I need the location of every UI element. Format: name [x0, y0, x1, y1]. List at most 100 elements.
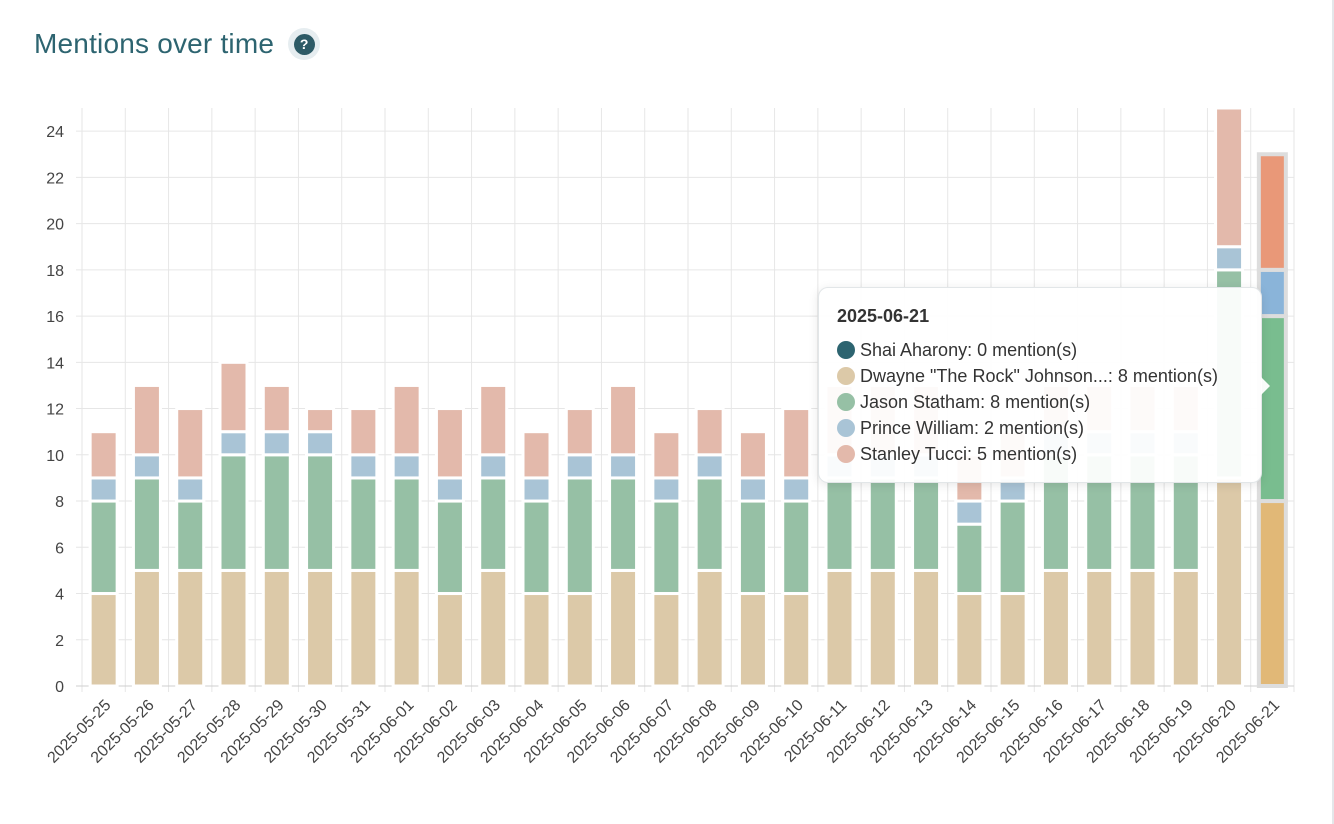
- bar-segment[interactable]: [997, 499, 1028, 596]
- bar-segment[interactable]: [305, 568, 336, 688]
- bar-segment[interactable]: [867, 476, 898, 572]
- bar-segment[interactable]: [88, 499, 119, 596]
- bar-segment[interactable]: [218, 568, 249, 688]
- bar-segment[interactable]: [348, 476, 379, 572]
- tooltip-title: 2025-06-21: [837, 306, 930, 326]
- bar-segment[interactable]: [391, 383, 422, 457]
- bar-segment[interactable]: [391, 568, 422, 688]
- bar-segment[interactable]: [391, 476, 422, 572]
- tooltip-row-stanley-tucci: Stanley Tucci: 5 mention(s): [837, 441, 1261, 467]
- bar-segment[interactable]: [434, 476, 465, 503]
- bar-segment[interactable]: [911, 568, 942, 688]
- bar-segment[interactable]: [391, 453, 422, 480]
- series-color-dot: [837, 341, 855, 359]
- bar-segment[interactable]: [478, 383, 509, 457]
- bar-segment[interactable]: [305, 407, 336, 434]
- help-icon[interactable]: ?: [288, 28, 321, 60]
- bar-segment[interactable]: [521, 476, 552, 503]
- bar-segment[interactable]: [564, 592, 595, 688]
- bar-segment[interactable]: [131, 568, 162, 688]
- bar-segment[interactable]: [218, 453, 249, 572]
- bar-segment[interactable]: [175, 407, 206, 480]
- bar-segment[interactable]: [694, 476, 725, 572]
- bar-segment[interactable]: [694, 568, 725, 688]
- bar-segment[interactable]: [781, 476, 812, 503]
- bar-segment[interactable]: [737, 592, 768, 688]
- bar-segment[interactable]: [694, 407, 725, 457]
- bar-segment[interactable]: [564, 476, 595, 596]
- bar-segment[interactable]: [348, 568, 379, 688]
- bar-segment[interactable]: [478, 476, 509, 572]
- bar-segment[interactable]: [954, 592, 985, 688]
- bar-segment[interactable]: [608, 568, 639, 688]
- tooltip-row-label: Jason Statham: 8 mention(s): [860, 391, 1091, 412]
- bar-segment[interactable]: [1256, 314, 1288, 504]
- series-color-dot: [837, 419, 855, 437]
- bar-segment[interactable]: [1256, 152, 1288, 272]
- bar-segment[interactable]: [434, 407, 465, 480]
- bar-segment[interactable]: [954, 522, 985, 596]
- bar-segment[interactable]: [651, 499, 682, 596]
- bar-segment[interactable]: [824, 476, 855, 572]
- bar-segment[interactable]: [1256, 267, 1288, 319]
- bar-segment[interactable]: [1214, 106, 1245, 249]
- bar-segment[interactable]: [564, 407, 595, 457]
- bar-segment[interactable]: [1214, 245, 1245, 272]
- bar-segment[interactable]: [175, 568, 206, 688]
- bar-segment[interactable]: [175, 499, 206, 572]
- bar-segment[interactable]: [218, 360, 249, 434]
- bar-segment[interactable]: [131, 453, 162, 480]
- bar-segment[interactable]: [88, 430, 119, 480]
- bar-segment[interactable]: [781, 499, 812, 596]
- bar-segment[interactable]: [88, 476, 119, 503]
- bar-segment[interactable]: [737, 430, 768, 480]
- bar-segment[interactable]: [434, 499, 465, 596]
- bar-segment[interactable]: [781, 407, 812, 480]
- bar-segment[interactable]: [434, 592, 465, 688]
- bar-segment[interactable]: [564, 453, 595, 480]
- bar-segment[interactable]: [175, 476, 206, 503]
- question-mark-glyph: ?: [293, 33, 315, 55]
- bar-segment[interactable]: [1084, 568, 1115, 688]
- bar-segment[interactable]: [521, 499, 552, 596]
- bar-segment[interactable]: [651, 592, 682, 688]
- bar-segment[interactable]: [218, 430, 249, 457]
- bar-segment[interactable]: [261, 383, 292, 434]
- bar-segment[interactable]: [1170, 568, 1201, 688]
- bar-segment[interactable]: [521, 592, 552, 688]
- bar-segment[interactable]: [305, 430, 336, 457]
- bar-segment[interactable]: [954, 499, 985, 526]
- bar-segment[interactable]: [608, 453, 639, 480]
- bar-segment[interactable]: [348, 453, 379, 480]
- bar-segment[interactable]: [1127, 568, 1158, 688]
- bar-segment[interactable]: [911, 476, 942, 572]
- bar-segment[interactable]: [867, 568, 898, 688]
- bar-segment[interactable]: [651, 476, 682, 503]
- bar-segment[interactable]: [131, 476, 162, 572]
- tooltip-row-label: Stanley Tucci: 5 mention(s): [860, 443, 1078, 464]
- y-tick-label: 12: [46, 402, 64, 419]
- bar-segment[interactable]: [781, 592, 812, 688]
- bar-segment[interactable]: [261, 568, 292, 688]
- bar-segment[interactable]: [131, 383, 162, 457]
- bar-segment[interactable]: [608, 383, 639, 457]
- bar-segment[interactable]: [1256, 499, 1288, 689]
- bar-segment[interactable]: [88, 592, 119, 688]
- bar-segment[interactable]: [737, 476, 768, 503]
- bar-segment[interactable]: [478, 453, 509, 480]
- bar-segment[interactable]: [521, 430, 552, 480]
- bar-segment[interactable]: [478, 568, 509, 688]
- bar-segment[interactable]: [737, 499, 768, 596]
- y-tick-label: 18: [46, 263, 64, 280]
- bar-segment[interactable]: [824, 568, 855, 688]
- bar-segment[interactable]: [1040, 568, 1071, 688]
- bar-segment[interactable]: [261, 453, 292, 572]
- bar-segment[interactable]: [694, 453, 725, 480]
- bar-segment[interactable]: [305, 453, 336, 572]
- bar-segment[interactable]: [608, 476, 639, 572]
- bar-segment[interactable]: [348, 407, 379, 457]
- bar-segment[interactable]: [651, 430, 682, 480]
- bar-segment[interactable]: [261, 430, 292, 457]
- bar-segment[interactable]: [997, 592, 1028, 688]
- bar-segment[interactable]: [1214, 476, 1245, 688]
